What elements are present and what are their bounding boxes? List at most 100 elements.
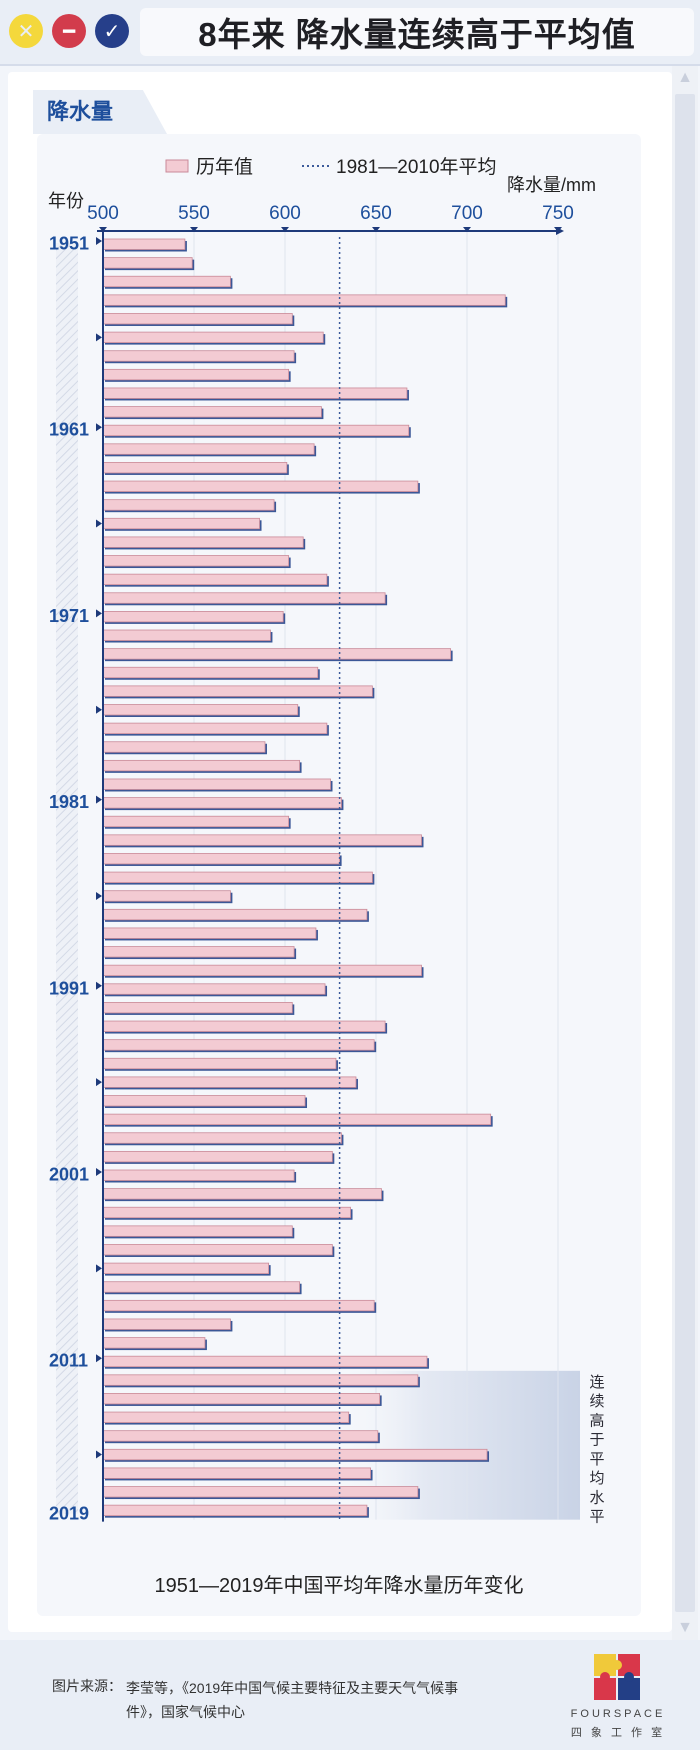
highlight-label-char: 平 — [589, 1451, 604, 1468]
bar-1992 — [102, 1002, 293, 1014]
bar-1989 — [102, 946, 295, 958]
year-label-2011: 2011 — [49, 1351, 88, 1371]
bar-2006 — [102, 1262, 270, 1274]
y-tick-mark — [96, 423, 102, 432]
highlight-label-char: 高 — [589, 1412, 604, 1429]
bar-1993 — [102, 1020, 386, 1032]
x-tick-mark — [190, 227, 198, 232]
x-tick-mark — [463, 227, 471, 232]
bar-1952 — [102, 257, 193, 269]
bar-1966 — [102, 517, 260, 530]
year-label-2001: 2001 — [49, 1165, 89, 1185]
legend-swatch-bars — [165, 159, 189, 173]
foursquare-logo-icon — [594, 1654, 640, 1700]
y-tick-mark — [96, 705, 102, 714]
bar-2019 — [102, 1504, 368, 1517]
bar-1961 — [102, 424, 410, 437]
bar-1958 — [102, 368, 290, 381]
highlight-label-char: 均 — [589, 1470, 604, 1487]
bar-1957 — [102, 350, 295, 362]
bar-2005 — [102, 1244, 333, 1256]
bar-1972 — [102, 629, 271, 641]
bar-1988 — [102, 927, 317, 939]
logo-text: FOURSPACE — [570, 1708, 666, 1720]
highlight-label-char: 于 — [589, 1432, 604, 1449]
bar-2008 — [102, 1299, 375, 1312]
x-tick-label: 700 — [451, 203, 483, 224]
bar-1990 — [102, 964, 422, 977]
bar-1983 — [102, 834, 422, 846]
bar-1975 — [102, 685, 373, 697]
bar-2017 — [102, 1467, 371, 1479]
bar-2015 — [102, 1430, 379, 1442]
minimize-icon[interactable]: ━ — [52, 14, 86, 48]
bar-1986 — [102, 890, 231, 902]
bar-2011 — [102, 1355, 428, 1368]
bar-2009 — [102, 1318, 231, 1330]
title-bar: ✕ ━ ✓ 8年来 降水量连续高于平均值 — [0, 0, 700, 66]
bar-1980 — [102, 778, 331, 790]
year-label-1961: 1961 — [49, 420, 89, 440]
scroll-up-icon[interactable]: ▲ — [677, 69, 693, 86]
bar-1970 — [102, 592, 386, 604]
bar-1953 — [102, 275, 231, 288]
bar-1956 — [102, 331, 324, 344]
bar-1973 — [102, 648, 452, 660]
y-tick-mark — [96, 1078, 102, 1087]
highlight-label-char: 水 — [589, 1489, 604, 1506]
x-tick-label: 550 — [178, 203, 210, 224]
year-label-1991: 1991 — [49, 978, 89, 998]
x-tick-mark — [554, 227, 562, 232]
section-tab: 降水量 — [33, 90, 167, 134]
bar-2001 — [102, 1169, 295, 1181]
close-icon[interactable]: ✕ — [9, 14, 43, 48]
bar-1978 — [102, 741, 266, 753]
highlight-label-char: 连 — [589, 1374, 604, 1391]
bar-1985 — [102, 871, 373, 883]
y-tick-mark — [96, 1450, 102, 1459]
bar-1954 — [102, 294, 506, 306]
bar-1960 — [102, 406, 322, 418]
year-label-1981: 1981 — [49, 792, 89, 812]
bar-1998 — [102, 1113, 492, 1126]
scroll-track[interactable] — [675, 94, 695, 1612]
bar-2013 — [102, 1393, 381, 1405]
bar-1977 — [102, 722, 328, 735]
check-icon[interactable]: ✓ — [95, 14, 129, 48]
x-tick-label: 600 — [269, 203, 301, 224]
bar-1971 — [102, 611, 284, 623]
year-label-1971: 1971 — [49, 606, 89, 626]
bar-1994 — [102, 1039, 375, 1051]
bar-1976 — [102, 704, 299, 716]
bar-2010 — [102, 1337, 206, 1349]
bar-2003 — [102, 1206, 351, 1219]
bar-1981 — [102, 797, 342, 809]
legend-label-bars: 历年值 — [196, 156, 253, 178]
scrollbar[interactable]: ▲ ▼ — [672, 66, 698, 1640]
bar-1964 — [102, 480, 419, 492]
chart-title: 1951—2019年中国平均年降水量历年变化 — [155, 1574, 524, 1597]
y-tick-mark — [96, 237, 102, 245]
bar-1987 — [102, 908, 368, 921]
scroll-down-icon[interactable]: ▼ — [677, 1619, 693, 1636]
bar-1951 — [102, 238, 186, 250]
y-tick-mark — [96, 795, 102, 804]
bar-1963 — [102, 462, 288, 474]
bar-1995 — [102, 1057, 337, 1070]
bar-1982 — [102, 815, 290, 828]
y-tick-mark — [96, 333, 102, 342]
source-text: 李莹等，《2019年中国气候主要特征及主要天气气候事件》，国家气候中心 — [126, 1680, 459, 1720]
year-column-hatch — [56, 243, 78, 1514]
bar-2000 — [102, 1150, 333, 1163]
bar-2012 — [102, 1374, 419, 1386]
legend-label-reference: 1981—2010年平均 — [336, 156, 497, 178]
y-tick-mark — [96, 519, 102, 528]
x-tick-mark — [281, 227, 289, 232]
window-title: 8年来 降水量连续高于平均值 — [140, 8, 694, 56]
y-tick-mark — [96, 609, 102, 618]
x-tick-label: 750 — [542, 203, 574, 224]
y-tick-mark — [96, 1264, 102, 1273]
bar-2018 — [102, 1486, 419, 1498]
highlight-label-char: 平 — [589, 1509, 604, 1526]
footer — [0, 1640, 700, 1750]
